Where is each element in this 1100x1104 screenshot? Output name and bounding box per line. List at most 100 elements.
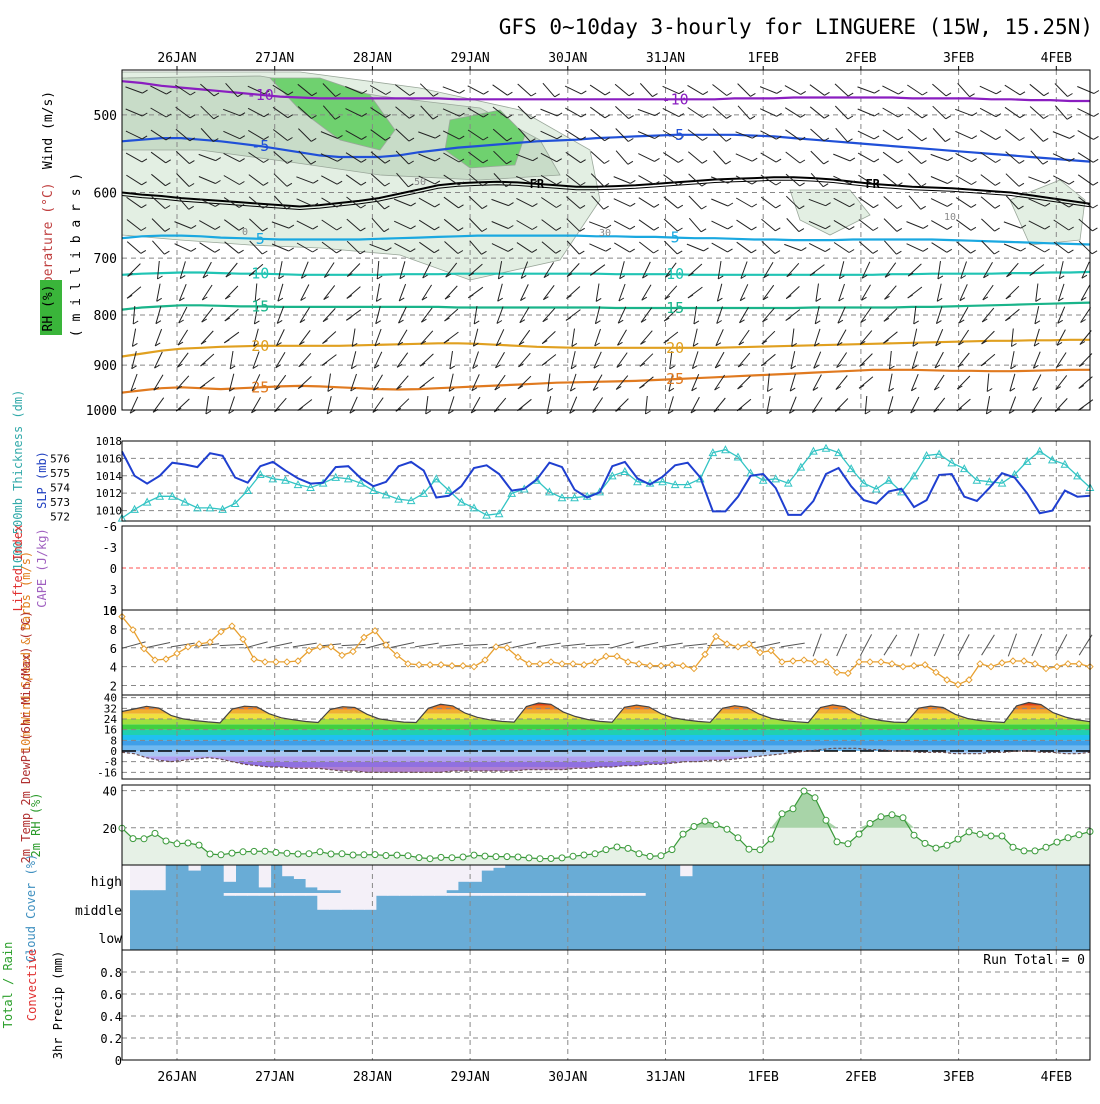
wind-barb <box>618 283 626 302</box>
thickness-point <box>230 498 240 508</box>
wind-barb <box>371 195 385 210</box>
wind-barb-flag <box>335 93 341 97</box>
wind-barb-flag <box>847 138 853 143</box>
top-date-label: 1FEB <box>748 51 779 66</box>
wind-barb-flag <box>555 226 562 231</box>
wind-barb <box>541 241 557 254</box>
wind-barb-flag <box>409 91 415 96</box>
wind-barb <box>737 83 751 97</box>
wind-barb-flag <box>449 365 456 370</box>
wind-barb-flag <box>312 225 319 230</box>
wind-barb <box>930 176 948 184</box>
rh-shading <box>121 71 1086 281</box>
rh-point <box>151 829 159 837</box>
pressure-tick-label: 1000 <box>86 404 117 419</box>
wind-barb <box>645 395 648 415</box>
wind-barb <box>517 375 532 390</box>
lifted-index-tick-label: -3 <box>103 541 117 555</box>
bottom-date-label: 1FEB <box>748 1070 779 1085</box>
slp-thickness-series <box>117 443 1095 522</box>
precip-total-ylabel: Total / Rain <box>1 942 15 1029</box>
wind-barb <box>271 243 289 252</box>
wind-barb-flag <box>593 364 600 369</box>
wind-barb-flag <box>360 204 366 209</box>
wind-barb-flag <box>849 157 856 162</box>
wind-barb <box>641 284 652 301</box>
wind-speed-point <box>371 627 379 635</box>
wind-barb <box>713 150 727 165</box>
wind-barb <box>910 374 919 391</box>
wind-barb <box>296 198 314 207</box>
wind-barb-flag <box>883 317 890 322</box>
wind-barb <box>788 396 797 414</box>
wind-barb-flag <box>164 205 171 209</box>
panel-precipitation: 00.20.40.60.8 Run Total = 0 <box>100 950 1090 1068</box>
wind-barb <box>590 106 606 119</box>
wind-barb <box>955 152 972 163</box>
wind-barb <box>156 283 161 302</box>
wind-speed-point <box>624 658 632 666</box>
wind-barb <box>785 129 801 141</box>
wind-barb-flag <box>199 384 206 389</box>
wind-barb-flag <box>641 296 648 301</box>
rh-point <box>448 854 456 862</box>
wind-barb <box>1053 241 1069 254</box>
cloud-gap <box>340 865 353 893</box>
wind-barb <box>497 261 503 279</box>
wind-barb <box>833 219 850 231</box>
wind-barb <box>569 396 578 414</box>
wind-barb <box>834 83 849 97</box>
top-date-label: 27JAN <box>255 51 294 66</box>
wind-barb-flag <box>907 272 914 277</box>
wind-barb-flag <box>543 274 550 279</box>
wind-barb <box>322 308 336 322</box>
wind-barb <box>837 306 846 324</box>
wind-barb-flag <box>1093 90 1100 94</box>
wind-barb-flag <box>839 275 845 280</box>
wind-barb <box>125 152 143 163</box>
wind-barb <box>517 83 532 97</box>
wind-barb <box>442 108 460 117</box>
wind-barb <box>1081 261 1090 279</box>
cloud-gap <box>340 893 353 910</box>
wind-barb <box>200 330 214 345</box>
rh-point <box>877 813 885 821</box>
wind-barb <box>296 242 313 253</box>
wind-barb <box>591 195 604 210</box>
wind-tick-label: 10 <box>103 604 117 618</box>
wind-barb-flag <box>239 181 245 185</box>
rh-contour-label: 0 <box>242 227 248 238</box>
wind-barb-flag <box>619 275 625 280</box>
wind-barb <box>469 240 482 255</box>
cloud-gap <box>375 893 389 896</box>
wind-barb-flag <box>556 204 562 208</box>
wind-barb-flag <box>422 274 428 279</box>
cloud-gap <box>282 865 295 877</box>
rh-point <box>239 848 247 856</box>
rh-point <box>558 854 566 862</box>
wind-barb <box>228 396 235 414</box>
wind-barb <box>1005 151 1020 164</box>
thickness-point <box>934 449 944 458</box>
temp-tick-label: 8 <box>110 734 117 747</box>
wind-barb-flag <box>836 364 842 368</box>
wind-barb-flag <box>494 386 501 391</box>
wind-barb-flag <box>336 180 343 185</box>
wind-barb-flag <box>603 205 609 210</box>
wind-barb-flag <box>654 157 660 162</box>
rh-point <box>184 839 192 847</box>
wind-speed-point <box>250 655 258 663</box>
wind-barb <box>663 152 679 163</box>
rh-point <box>129 835 137 843</box>
wind-barb-flag <box>654 112 661 117</box>
cloud-gap <box>446 893 459 896</box>
wind-barb <box>955 175 972 185</box>
wind-barb <box>397 329 408 346</box>
wind-barb <box>1032 351 1041 369</box>
wind-barb <box>1057 283 1065 302</box>
wind-barb <box>370 107 386 118</box>
thickness-point <box>343 474 353 483</box>
wind-barb-flag <box>823 114 830 119</box>
wind-barb <box>858 174 874 186</box>
